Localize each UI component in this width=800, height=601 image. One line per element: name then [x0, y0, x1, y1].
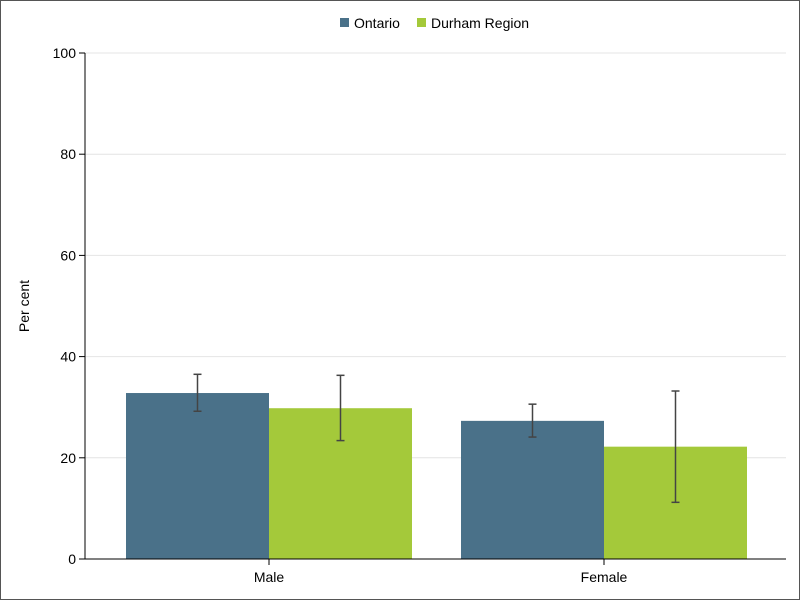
x-tick-label-male: Male — [254, 569, 285, 585]
x-tick-label-female: Female — [581, 569, 628, 585]
legend: Ontario Durham Region — [340, 15, 529, 31]
bar-ontario-male — [126, 393, 269, 559]
bar-ontario-female — [461, 420, 604, 559]
y-tick-label-40: 40 — [60, 349, 76, 365]
legend-swatch-ontario — [340, 18, 349, 27]
error-bars — [193, 373, 680, 504]
bars — [126, 393, 747, 559]
y-tick-label-0: 0 — [68, 551, 76, 567]
y-tick-label-20: 20 — [60, 450, 76, 466]
y-tick-label-60: 60 — [60, 247, 76, 263]
legend-swatch-durham-region — [417, 18, 426, 27]
tick-labels: 0 20 40 60 80 100 Male Female — [53, 45, 628, 585]
y-tick-label-100: 100 — [53, 45, 77, 61]
y-axis-title: Per cent — [16, 280, 32, 332]
legend-label-durham-region: Durham Region — [431, 15, 529, 31]
axes — [79, 52, 786, 565]
y-tick-label-80: 80 — [60, 146, 76, 162]
legend-label-ontario: Ontario — [354, 15, 400, 31]
